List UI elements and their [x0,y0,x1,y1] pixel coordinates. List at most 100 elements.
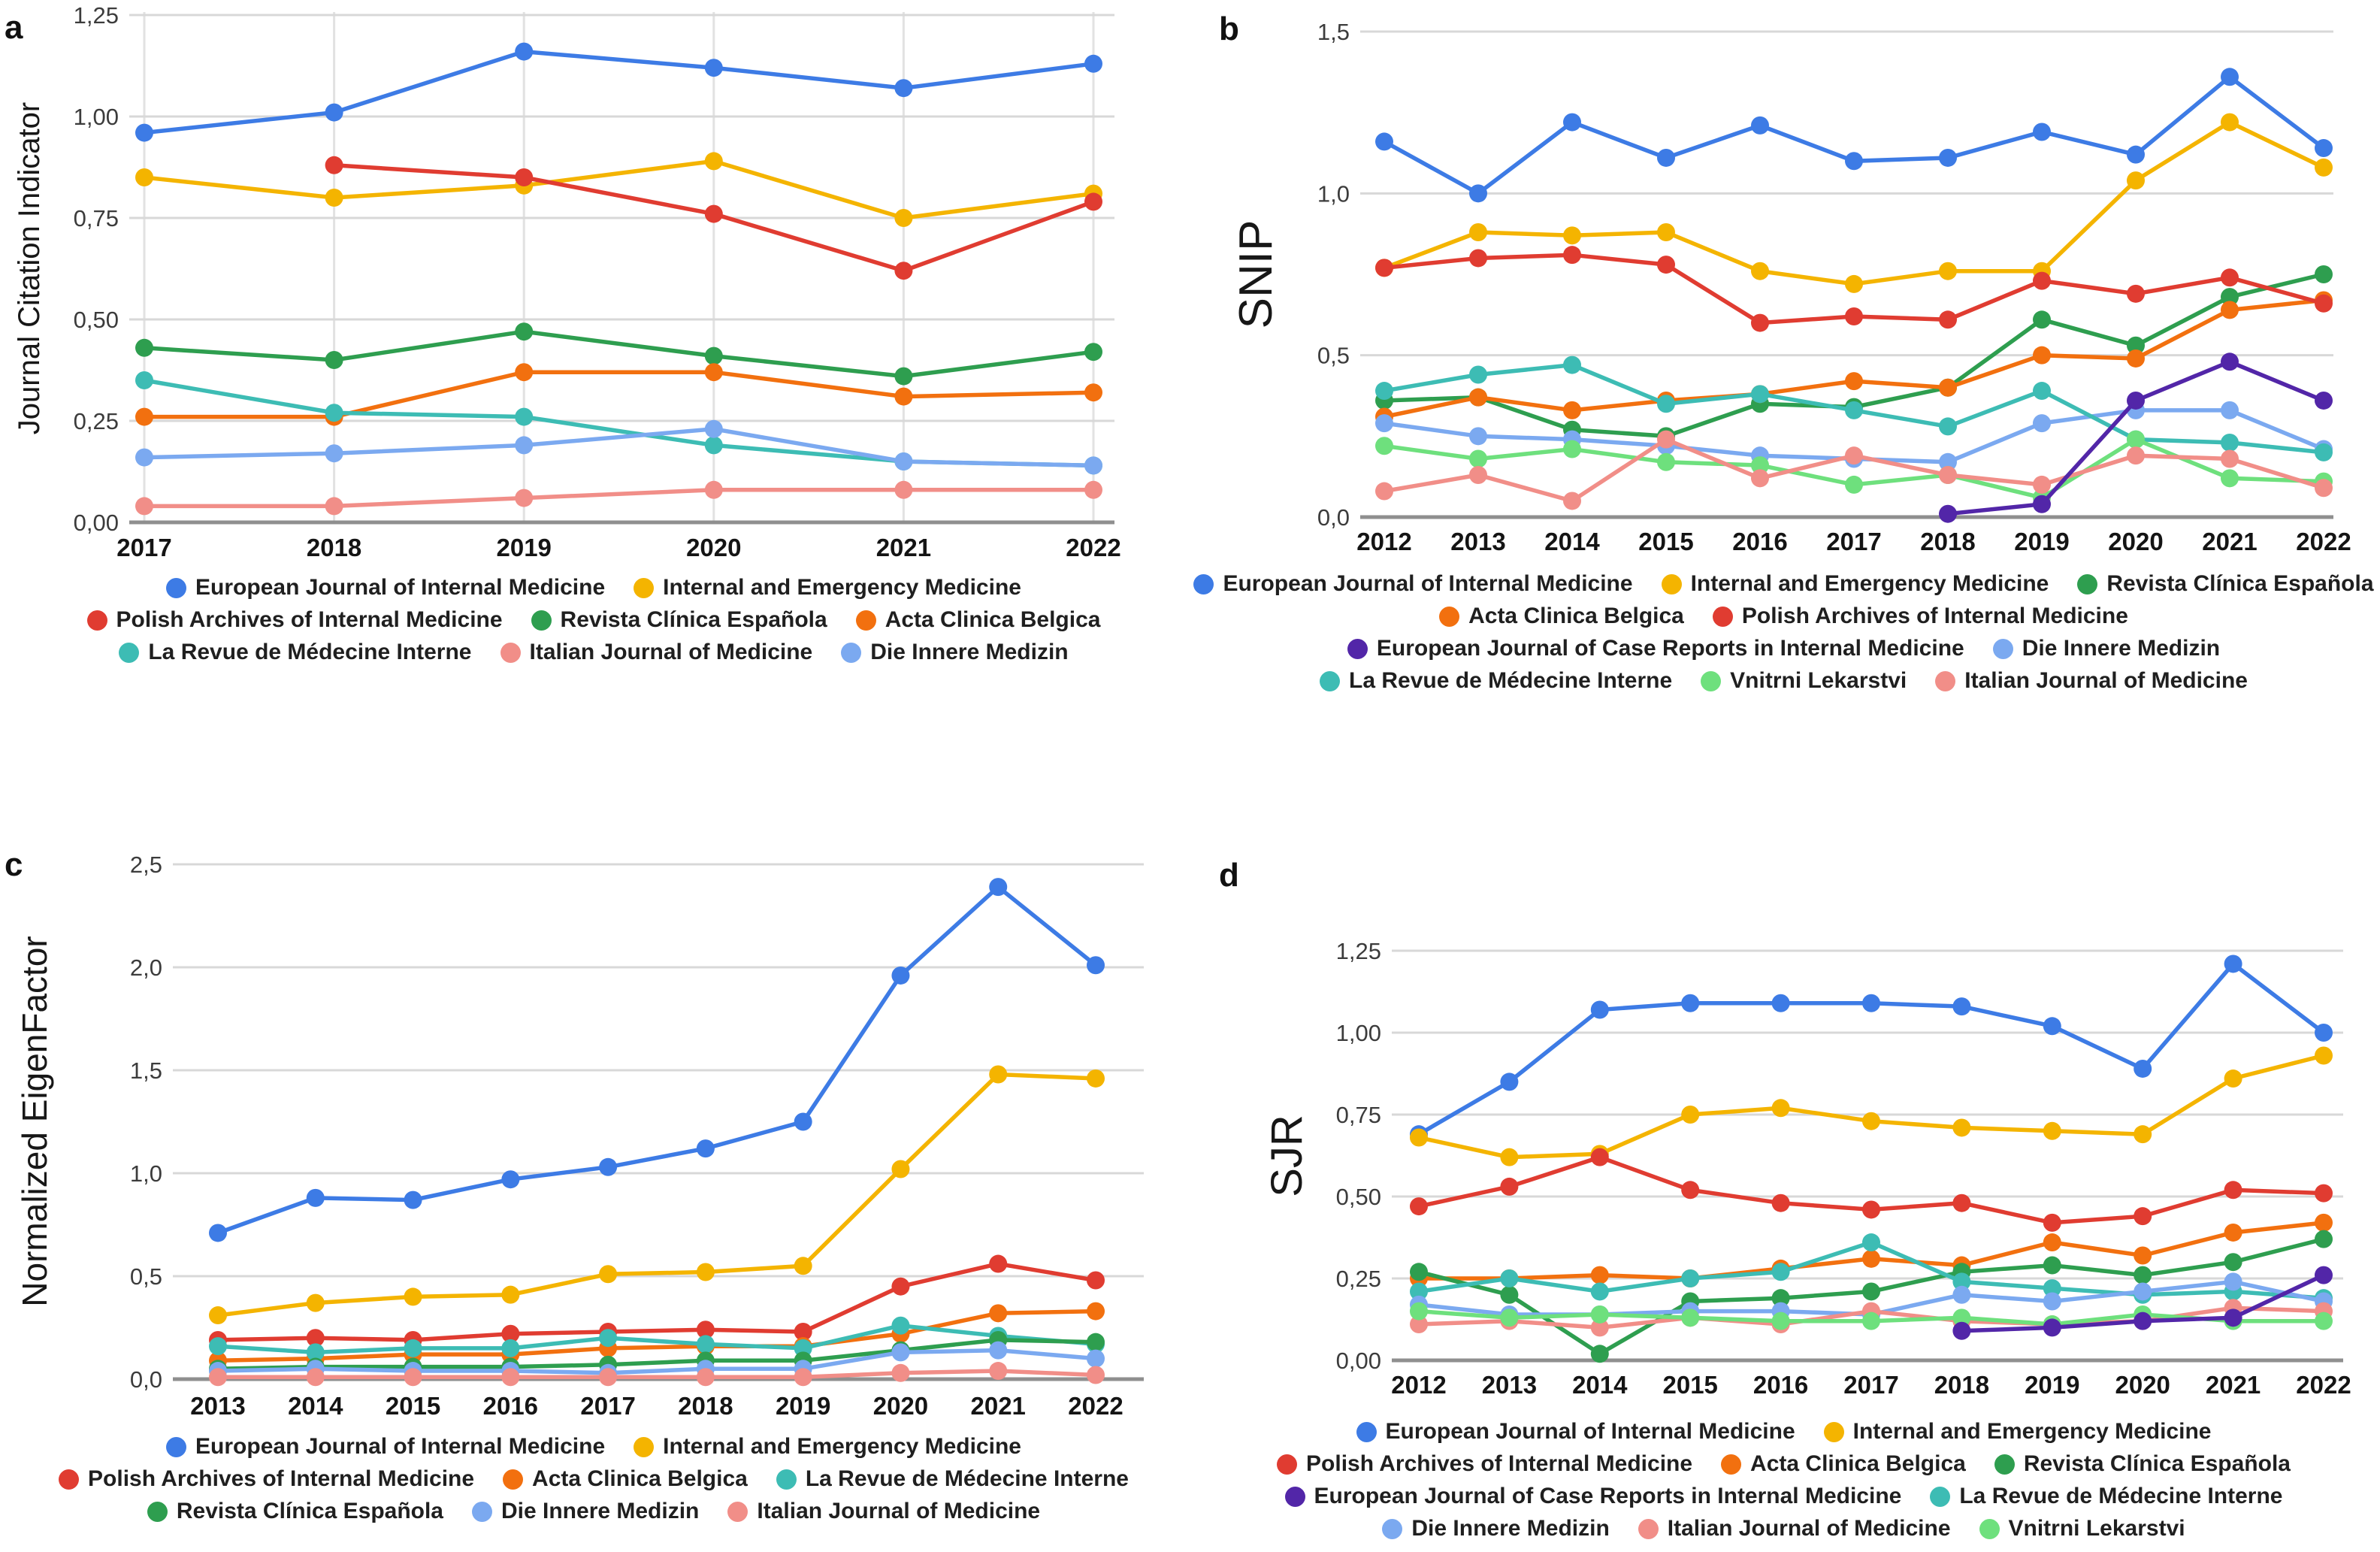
x-axis-tick-label: 2018 [1920,528,1975,555]
series-line [218,1369,1096,1380]
series-line [1383,74,2325,196]
series-line [217,1072,1096,1318]
data-point [1657,223,1675,242]
x-axis-tick-label: 2018 [307,534,361,561]
y-axis-tick-label: 0,5 [130,1263,162,1290]
data-point [894,480,913,499]
legend-item: La Revue de Médecine Interne [1320,668,1672,694]
data-point [2315,139,2333,158]
data-point [2221,68,2239,86]
data-point [989,1362,1008,1381]
data-point [1862,994,1880,1012]
data-point [894,452,913,470]
sjr-legend: European Journal of Internal Medicine Int… [1187,1419,2380,1541]
legend-item: European Journal of Internal Medicine [166,575,605,601]
data-point [1469,223,1487,242]
legend-label: Die Innere Medizin [2022,636,2221,661]
data-point [1862,1112,1880,1130]
legend-label: La Revue de Médecine Interne [148,640,472,664]
data-point [1939,466,1957,485]
legend-dot-icon [1382,1518,1403,1539]
data-point [794,1322,812,1341]
data-point [2127,349,2145,368]
y-axis-tick-label: 1,00 [74,104,119,130]
x-axis-tick-label: 2022 [1066,534,1120,561]
data-point [794,1257,812,1275]
data-point [1845,475,1863,494]
y-axis-tick-label: 0,50 [1336,1184,1381,1210]
data-point [894,209,913,227]
data-point [2134,1266,2152,1284]
data-point [306,1368,325,1387]
legend-dot-icon [1277,1454,1298,1475]
data-point [1500,1177,1519,1196]
y-axis-tick-label: 0,0 [1317,504,1350,531]
data-point [1469,449,1487,468]
legend-dot-icon [1712,606,1733,627]
y-axis-tick-label: 2,5 [130,852,162,878]
data-point [1751,385,1769,404]
data-point [1563,440,1581,458]
legend-dot-icon [166,1436,187,1457]
panel-letter-a: a [5,9,23,46]
y-axis-tick-label: 0,25 [74,408,119,434]
data-point [501,1368,520,1387]
y-axis-tick-label: 0,0 [130,1366,162,1393]
legend-row: European Journal of Internal Medicine Int… [166,575,1021,601]
legend-item: Italian Journal of Medicine [1935,668,2248,694]
data-point [989,1065,1008,1084]
legend-row: European Journal of Case Reports in Inte… [1284,1484,2282,1509]
data-point [404,1368,422,1387]
data-point [2315,1213,2333,1232]
series-line [1384,120,2325,286]
legend-dot-icon [1823,1421,1844,1442]
data-point [2224,1069,2242,1088]
data-point [1845,307,1863,325]
data-point [1657,395,1675,413]
data-point [2033,346,2051,365]
data-point [1087,1366,1105,1384]
data-point [1410,1197,1428,1216]
legend-dot-icon [1992,638,2013,659]
data-point [599,1329,618,1348]
series-line [144,329,1094,379]
data-point [2221,268,2239,287]
data-point [2043,1121,2061,1140]
series-line [144,488,1093,509]
x-axis-tick-label: 2021 [2206,1371,2261,1399]
x-axis-tick-label: 2017 [580,1392,635,1420]
data-point [704,59,723,77]
data-point [2033,271,2051,290]
legend-label: European Journal of Internal Medicine [195,575,606,600]
x-axis-tick-label: 2020 [2108,528,2163,555]
y-axis-tick-label: 0,00 [1336,1348,1381,1374]
data-point [704,204,723,223]
data-point [325,156,343,174]
data-point [2221,433,2239,452]
legend-dot-icon [727,1501,748,1522]
legend-dot-icon [1193,573,1214,594]
data-point [2134,1125,2152,1144]
legend-label: Revista Clínica Española [176,1499,443,1523]
legend-item: Italian Journal of Medicine [727,1499,1040,1524]
data-point [599,1265,618,1284]
data-point [1939,310,1957,329]
legend-item: European Journal of Internal Medicine [166,1434,605,1460]
legend-label: La Revue de Médecine Interne [1349,668,1673,693]
data-point [209,1306,227,1325]
legend-item: Polish Archives of Internal Medicine [86,607,503,633]
legend-label: Italian Journal of Medicine [757,1499,1041,1523]
x-axis-tick-label: 2017 [1826,528,1881,555]
legend-item: European Journal of Internal Medicine [1356,1419,1795,1445]
y-axis-title: Normalized EigenFactor [15,936,54,1306]
data-point [501,1339,520,1357]
data-point [1862,1233,1880,1252]
legend-item: Vnitrni Lekarstvi [1979,1516,2185,1541]
data-point [696,1368,715,1387]
x-axis-tick-label: 2021 [971,1392,1026,1420]
data-point [2033,495,2051,513]
legend-dot-icon [500,642,521,663]
data-point [209,1224,227,1242]
y-axis-tick-label: 0,00 [74,510,119,536]
data-point [325,103,343,122]
